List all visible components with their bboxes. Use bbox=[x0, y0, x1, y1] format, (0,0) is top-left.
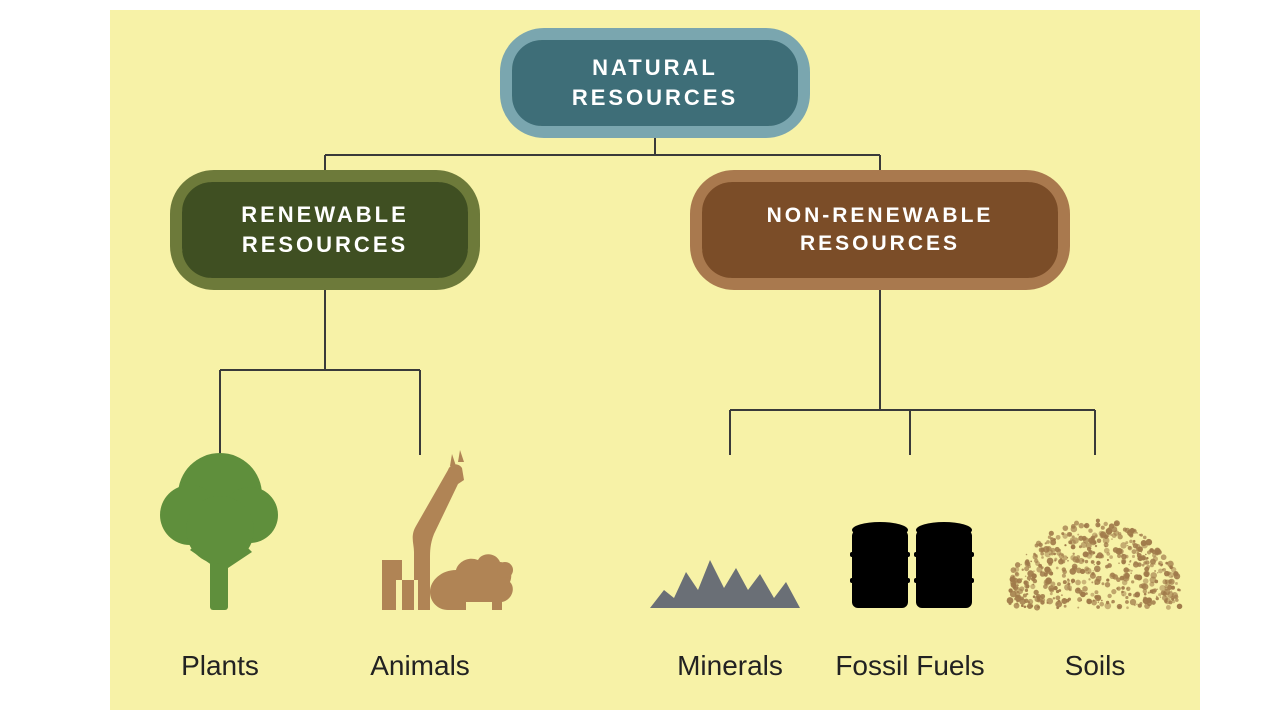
leaf-label-minerals: Minerals bbox=[677, 650, 783, 682]
left-node: RENEWABLE RESOURCES bbox=[170, 170, 480, 290]
root-node: NATURAL RESOURCES bbox=[500, 28, 810, 138]
leaf-label-soils: Soils bbox=[1065, 650, 1126, 682]
root-node-inner: NATURAL RESOURCES bbox=[512, 40, 798, 126]
left-node-inner: RENEWABLE RESOURCES bbox=[182, 182, 468, 278]
left-label: RENEWABLE RESOURCES bbox=[241, 200, 409, 259]
plants-icon bbox=[130, 440, 310, 620]
right-node: NON-RENEWABLE RESOURCES bbox=[690, 170, 1070, 290]
root-label: NATURAL RESOURCES bbox=[572, 53, 738, 112]
minerals-icon bbox=[640, 440, 820, 620]
leaf-label-plants: Plants bbox=[181, 650, 259, 682]
diagram-canvas: NATURAL RESOURCES RENEWABLE RESOURCES NO… bbox=[110, 10, 1200, 710]
leaf-label-animals: Animals bbox=[370, 650, 470, 682]
soils-icon bbox=[1005, 440, 1185, 620]
right-label: NON-RENEWABLE RESOURCES bbox=[767, 202, 994, 259]
right-node-inner: NON-RENEWABLE RESOURCES bbox=[702, 182, 1058, 278]
fossil-icon bbox=[820, 440, 1000, 620]
animals-icon bbox=[330, 440, 510, 620]
leaf-label-fossil: Fossil Fuels bbox=[835, 650, 984, 682]
